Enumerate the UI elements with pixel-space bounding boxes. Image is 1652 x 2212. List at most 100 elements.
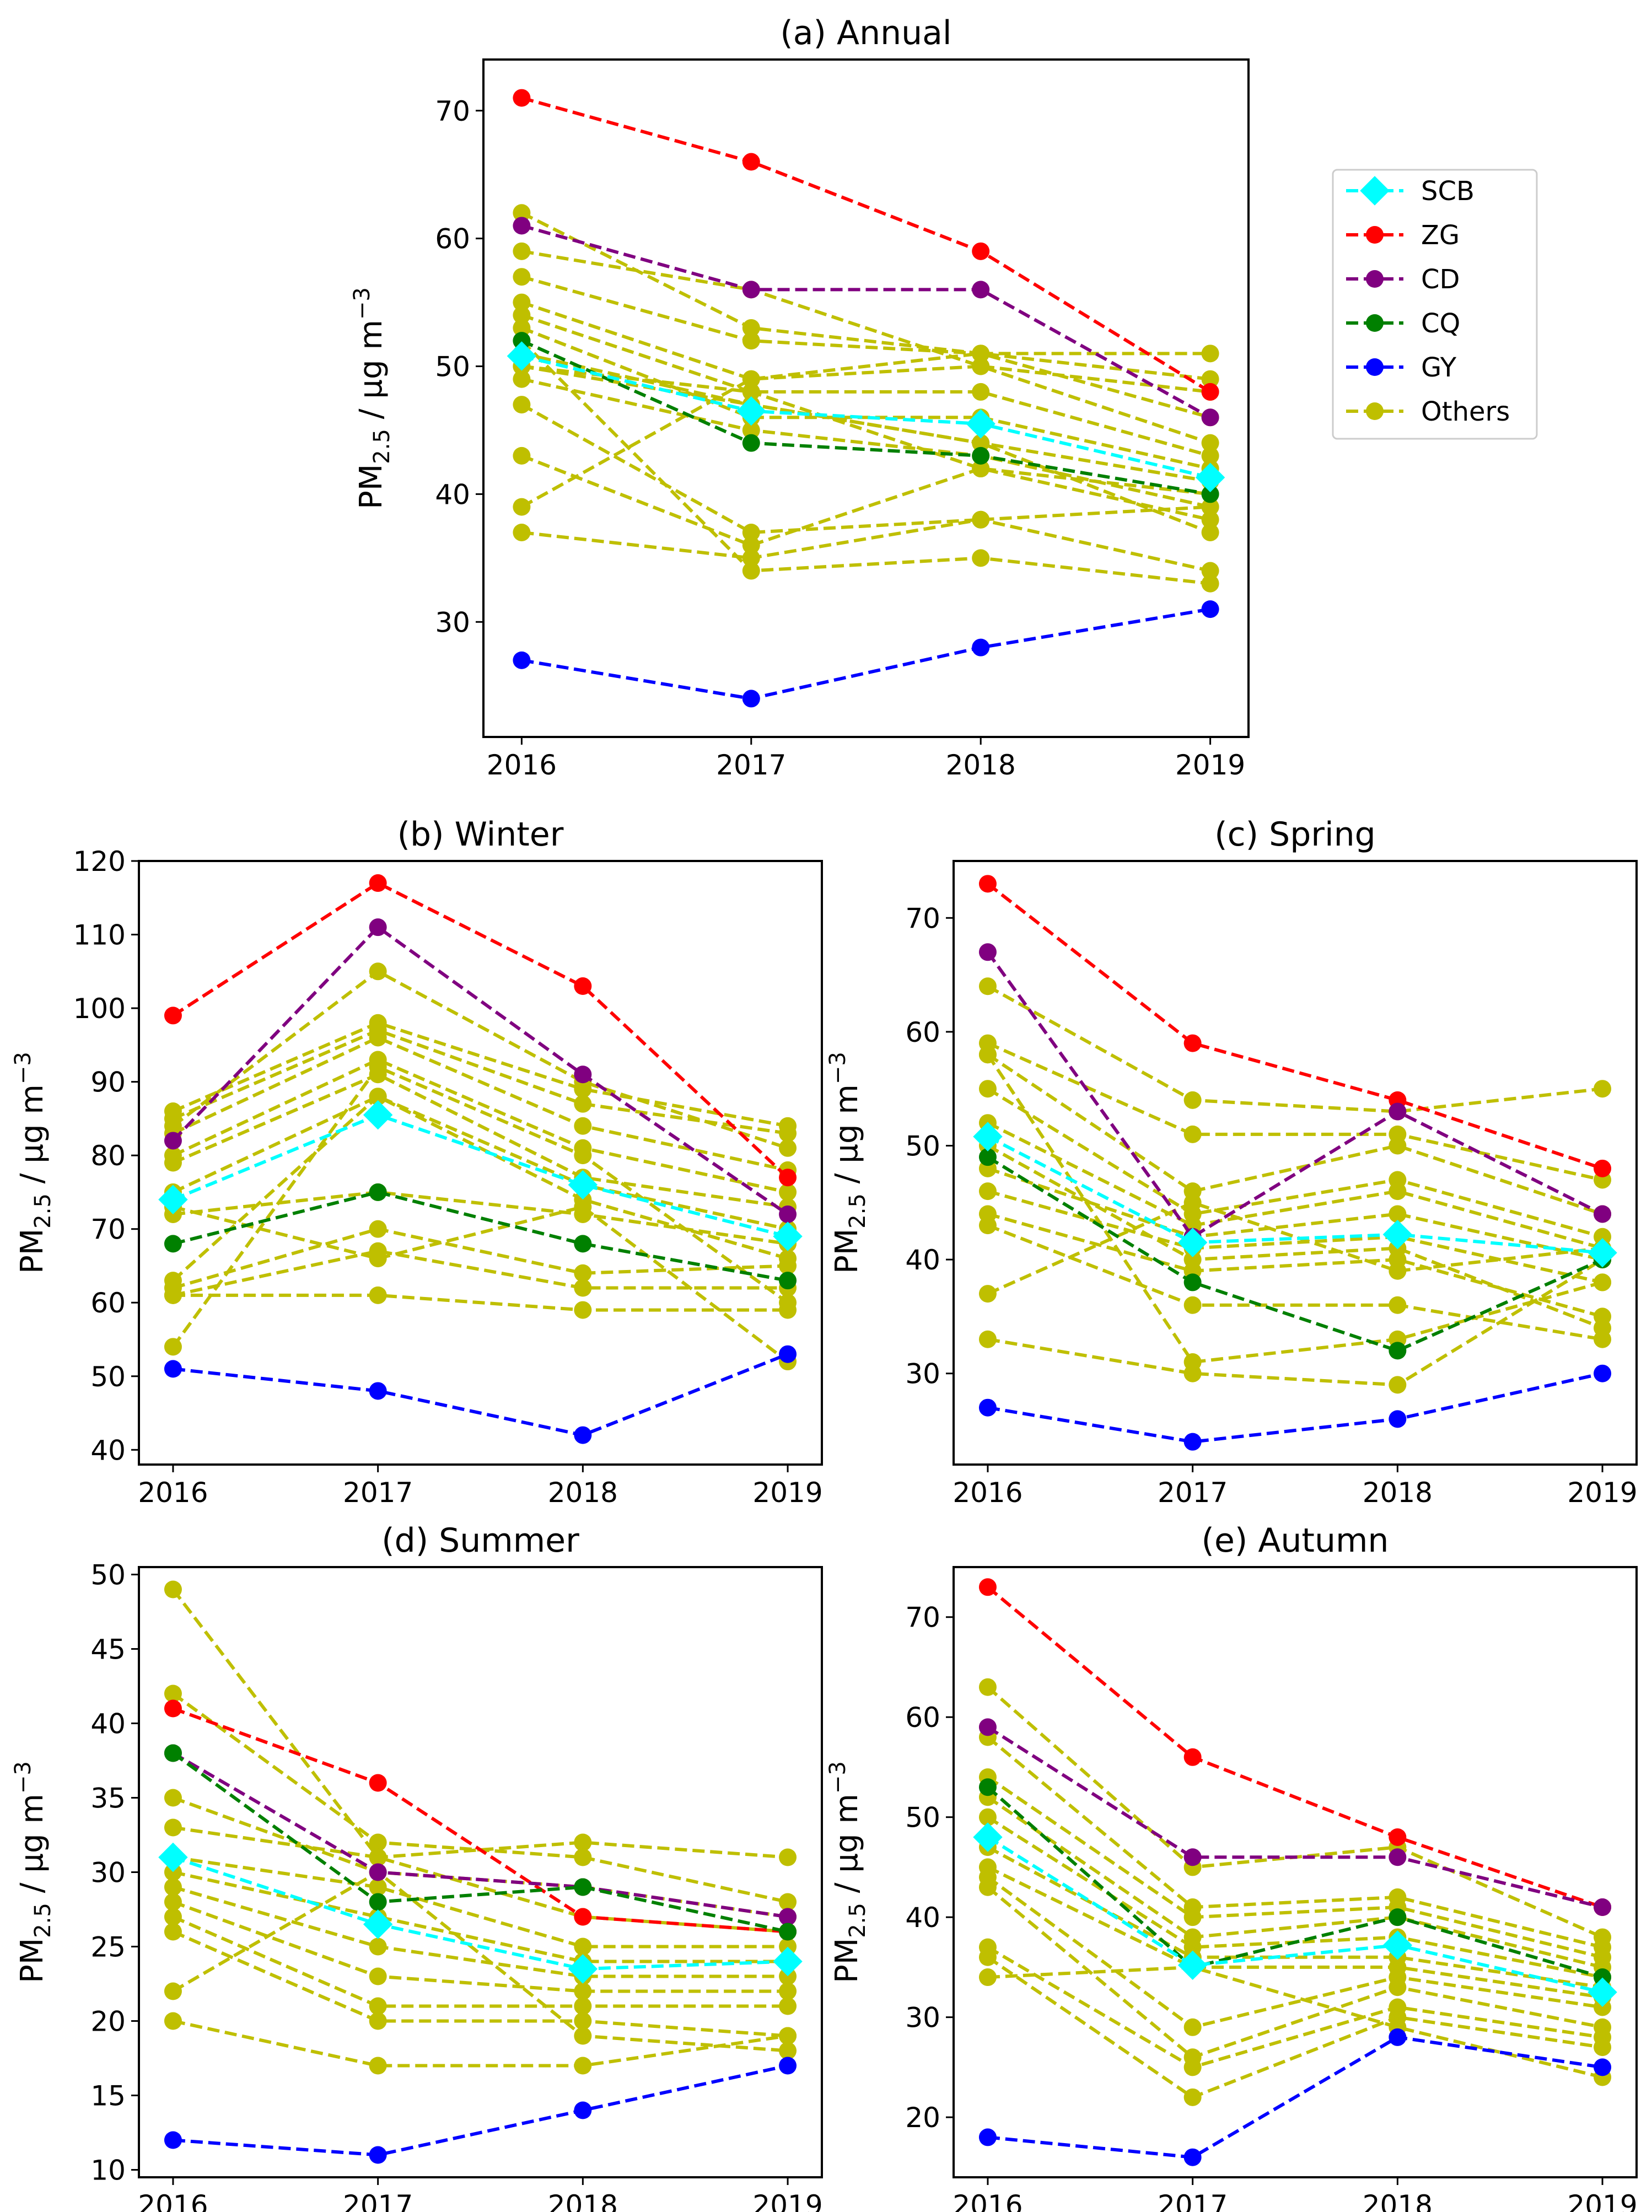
data-point-others <box>164 1863 182 1881</box>
y-tick-label: 50 <box>905 1802 940 1834</box>
series-line-others <box>987 1201 1603 1295</box>
y-axis-label-sub: 2.5 <box>369 429 395 464</box>
series-others <box>164 1198 797 1371</box>
x-tick-label: 2016 <box>138 1477 208 1509</box>
data-point-others <box>978 1080 997 1098</box>
data-point-others <box>369 1088 387 1106</box>
series-line-gy <box>987 2035 1603 2159</box>
series-line-zg <box>172 881 789 1179</box>
series-others <box>164 1088 797 1290</box>
data-point-others <box>164 1893 182 1911</box>
series-line-others <box>173 2019 788 2068</box>
data-point-others <box>978 1948 997 1966</box>
data-point-gy <box>779 1345 797 1363</box>
series-cd <box>164 918 797 1223</box>
series-scb <box>973 1822 1617 2007</box>
data-point-others <box>1389 1296 1407 1314</box>
y-axis-label-main: PM <box>829 1229 865 1274</box>
y-tick-label: 30 <box>90 1857 126 1889</box>
data-point-cd <box>1389 1102 1407 1121</box>
legend-box <box>1332 169 1538 440</box>
y-tick-label: 120 <box>73 846 126 878</box>
data-point-others <box>978 1330 997 1348</box>
legend-marker <box>1366 314 1384 332</box>
data-point-others <box>779 1893 797 1911</box>
series-line-gy <box>173 2064 788 2157</box>
panel-winter: (b) Winter 40 50 60 70 80 90 100 110 120 2016 2017 2… <box>10 815 823 1509</box>
y-tick-label: 60 <box>435 223 470 255</box>
legend-marker <box>1360 176 1390 206</box>
data-point-gy <box>574 1426 592 1444</box>
series-line-others <box>172 1095 788 1231</box>
series-line-others <box>173 1293 788 1312</box>
legend-item-zg: ZG <box>1346 220 1460 251</box>
series-line-scb <box>521 354 1211 480</box>
series-line-others <box>173 1227 788 1290</box>
data-point-zg <box>513 89 531 107</box>
data-point-scb <box>773 1946 803 1977</box>
y-axis-label-sub: 2.5 <box>845 1193 870 1229</box>
series-zg <box>513 89 1219 401</box>
data-point-zg <box>369 874 387 892</box>
chart-title: (b) Winter <box>397 815 564 854</box>
series-line-others <box>172 1072 788 1209</box>
series-line-others <box>172 1930 788 2038</box>
data-point-others <box>1594 1998 1612 2016</box>
series-cd <box>978 943 1612 1246</box>
data-point-cq <box>978 1148 997 1166</box>
data-point-others <box>972 345 990 363</box>
data-point-others <box>742 421 760 439</box>
x-tick-label: 2016 <box>953 2189 1023 2212</box>
data-point-others <box>779 1139 797 1157</box>
plot-frame <box>953 860 1638 1466</box>
data-point-zg <box>972 242 990 260</box>
data-point-scb <box>1588 1977 1617 2007</box>
legend-marker <box>1366 402 1384 420</box>
series-line-others <box>172 1915 788 2008</box>
x-tick-label: 2017 <box>1158 1477 1228 1509</box>
data-point-others <box>978 1808 997 1826</box>
data-point-others <box>779 1937 797 1956</box>
series-scb <box>973 1122 1617 1268</box>
y-axis-label-sup: −3 <box>349 287 375 320</box>
y-axis-label-sub: 2.5 <box>30 1193 56 1229</box>
data-point-scb <box>773 1221 803 1251</box>
data-point-others <box>972 434 990 452</box>
y-axis-label-sub: 2.5 <box>845 1903 870 1938</box>
series-line-others <box>171 1588 788 1859</box>
series-others <box>513 268 1219 427</box>
y-tick-label: 100 <box>73 993 126 1025</box>
data-point-others <box>369 1848 387 1866</box>
series-line-others <box>172 1036 788 1172</box>
series-line-others <box>987 1886 1603 2059</box>
data-point-cd <box>369 1863 387 1881</box>
data-point-others <box>1201 434 1219 452</box>
series-line-gy <box>173 1352 789 1437</box>
series-gy <box>513 600 1219 708</box>
data-point-zg <box>164 1699 182 1718</box>
data-point-cq <box>1183 1273 1202 1291</box>
data-point-cq <box>1389 1908 1407 1926</box>
y-axis-label-main: PM <box>829 1938 865 1983</box>
series-line-others <box>987 1258 1603 1387</box>
series-others <box>513 204 1219 388</box>
data-point-scb <box>1382 1930 1413 1960</box>
series-line-gy <box>521 607 1211 701</box>
data-point-cq <box>779 1272 797 1290</box>
series-line-cq <box>521 339 1211 496</box>
data-point-others <box>574 1982 592 2000</box>
series-others <box>164 1580 797 1866</box>
data-point-others <box>369 1833 387 1852</box>
data-point-others <box>779 2027 797 2045</box>
x-tick-label: 2018 <box>1363 2189 1433 2212</box>
series-line-others <box>520 352 1210 509</box>
y-tick-label: 35 <box>90 1783 126 1815</box>
x-tick-label: 2016 <box>953 1477 1023 1509</box>
data-point-gy <box>1389 2028 1407 2046</box>
data-point-cq <box>1389 1342 1407 1360</box>
data-point-others <box>513 396 531 414</box>
series-others <box>978 1858 1612 2006</box>
data-point-others <box>779 1982 797 2000</box>
y-tick-label: 15 <box>90 2080 126 2112</box>
series-others <box>164 1908 797 2015</box>
